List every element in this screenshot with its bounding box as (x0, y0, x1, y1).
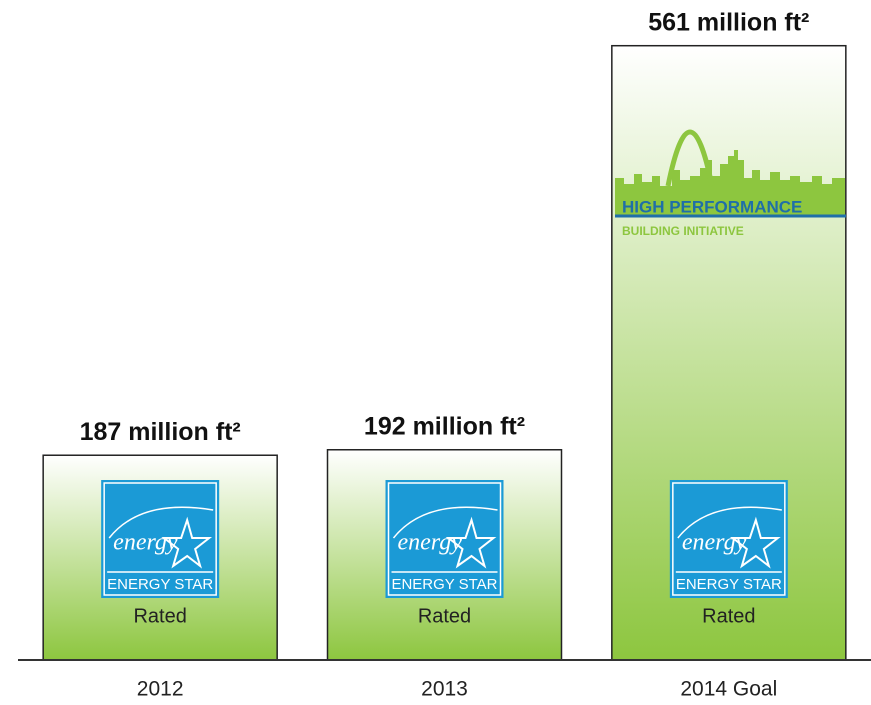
logo-script: energy (113, 530, 178, 556)
value-label: 187 million ft² (80, 418, 241, 446)
initiative-subtitle: BUILDING INITIATIVE (622, 224, 744, 238)
logo-text: ENERGY STAR (676, 576, 782, 593)
energy-star-logo: energy ENERGY STAR (101, 480, 219, 598)
x-tick-label: 2012 (137, 678, 184, 701)
x-tick-label: 2014 Goal (680, 678, 777, 701)
value-label: 561 million ft² (648, 8, 809, 36)
logo-caption: Rated (702, 605, 755, 627)
value-label: 192 million ft² (364, 412, 525, 440)
initiative-title: HIGH PERFORMANCE (622, 197, 802, 216)
chart: HIGH PERFORMANCE BUILDING INITIATIVE 187… (0, 0, 871, 705)
logo-text: ENERGY STAR (107, 576, 213, 593)
logo-text: ENERGY STAR (392, 576, 498, 593)
logo-caption: Rated (133, 605, 186, 627)
logo-script: energy (682, 530, 747, 556)
energy-star-logo: energy ENERGY STAR (386, 480, 504, 598)
energy-star-logo: energy ENERGY STAR (670, 480, 788, 598)
x-tick-label: 2013 (421, 678, 468, 701)
logo-caption: Rated (418, 605, 471, 627)
logo-script: energy (398, 530, 463, 556)
